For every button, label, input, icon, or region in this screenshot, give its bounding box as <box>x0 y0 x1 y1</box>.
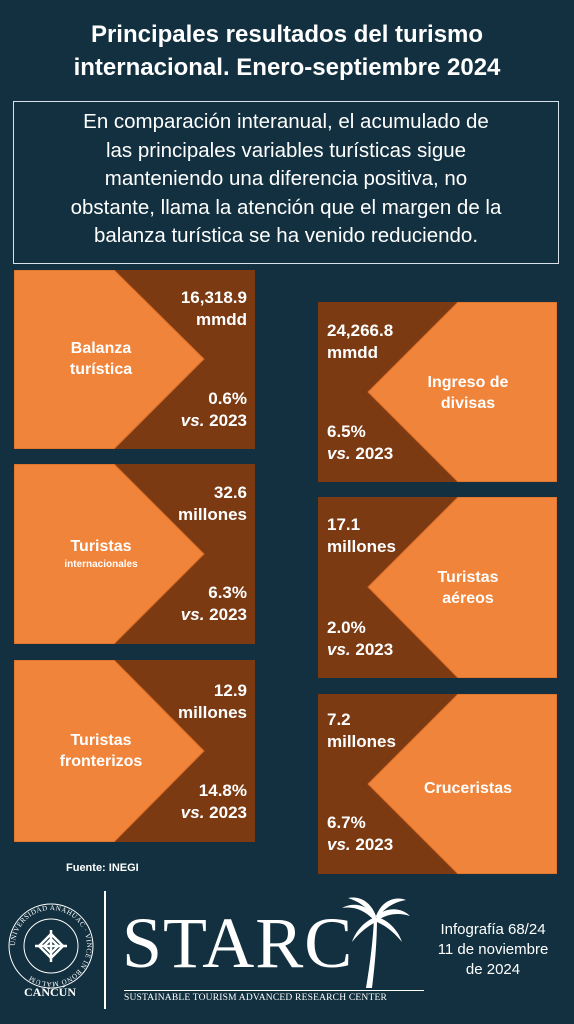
university-city: CANCÚN <box>24 985 76 999</box>
card-value: 24,266.8 mmdd <box>327 321 394 362</box>
card-value: 12.9 millones <box>178 681 247 722</box>
left-arrow-icon <box>367 302 557 482</box>
card-turistas-internacionales: Turistas internacionales 32.6 millones 6… <box>14 464 255 644</box>
card-label: Cruceristas <box>423 780 513 797</box>
right-arrow-icon <box>14 270 205 449</box>
card-change: 6.5% vs. 2023 <box>327 422 394 463</box>
card-change: 6.7% vs. 2023 <box>327 813 394 854</box>
card-label: Ingreso de divisas <box>427 374 509 412</box>
card-change: 2.0% vs. 2023 <box>327 618 394 659</box>
card-cruceristas: Cruceristas 7.2 millones 6.7% vs. 2023 <box>318 694 557 874</box>
card-value: 32.6 millones <box>178 483 247 524</box>
left-arrow-icon <box>367 497 557 678</box>
card-value: 17.1 millones <box>327 515 396 556</box>
infographic-info: Infografía 68/24 11 de noviembre de 2024 <box>418 920 568 980</box>
palm-tree-icon <box>342 897 410 988</box>
card-turistas-fronterizos: Turistas fronterizos 12.9 millones 14.8%… <box>14 660 255 842</box>
university-seal-logo: UNIVERSIDAD ANÁHUAC · VINCE IN BONO MALU… <box>8 903 94 989</box>
card-label: Balanza turística <box>69 340 133 378</box>
title-line-1: Principales resultados del turismo <box>90 21 484 48</box>
summary-line: manteniendo una diferencia positiva, no <box>104 167 468 190</box>
left-arrow-icon <box>367 694 557 874</box>
brand-logo: STARC <box>122 903 354 983</box>
source-note: Fuente: INEGI <box>66 862 139 874</box>
right-arrow-icon <box>14 464 205 644</box>
title-line-2: internacional. Enero-septiembre 2024 <box>73 54 501 81</box>
info-date: 11 de noviembre <box>437 941 549 958</box>
card-change: 14.8% vs. 2023 <box>180 781 247 822</box>
card-label: Turistas aéreos <box>437 569 499 607</box>
summary-box: En comparación interanual, el acumulado … <box>13 101 559 264</box>
summary-line: las principales variables turísticas sig… <box>105 138 467 162</box>
page-title: Principales resultados del turismo inter… <box>0 18 574 84</box>
right-arrow-icon <box>14 660 205 842</box>
brand-subtitle: SUSTAINABLE TOURISM ADVANCED RESEARCH CE… <box>124 990 424 1003</box>
summary-line: obstante, llama la atención que el marge… <box>70 195 502 219</box>
summary-line: En comparación interanual, el acumulado … <box>83 110 489 133</box>
card-change: 0.6% vs. 2023 <box>180 389 247 430</box>
card-turistas-aereos: Turistas aéreos 17.1 millones 2.0% vs. 2… <box>318 497 557 678</box>
info-year: de 2024 <box>465 961 521 978</box>
card-change: 6.3% vs. 2023 <box>180 583 247 624</box>
info-number: Infografía 68/24 <box>440 921 546 938</box>
card-label: Turistas fronterizos <box>59 732 143 770</box>
card-balanza-turistica: Balanza turística 16,318.9 mmdd 0.6% vs.… <box>14 270 255 449</box>
card-value: 16,318.9 mmdd <box>180 288 247 329</box>
summary-line: balanza turística se ha venido reduciend… <box>93 224 479 247</box>
footer-divider <box>104 891 106 1009</box>
card-ingreso-de-divisas: Ingreso de divisas 24,266.8 mmdd 6.5% vs… <box>318 302 557 482</box>
card-value: 7.2 millones <box>327 710 396 751</box>
card-label: Turistas internacionales <box>64 538 138 570</box>
